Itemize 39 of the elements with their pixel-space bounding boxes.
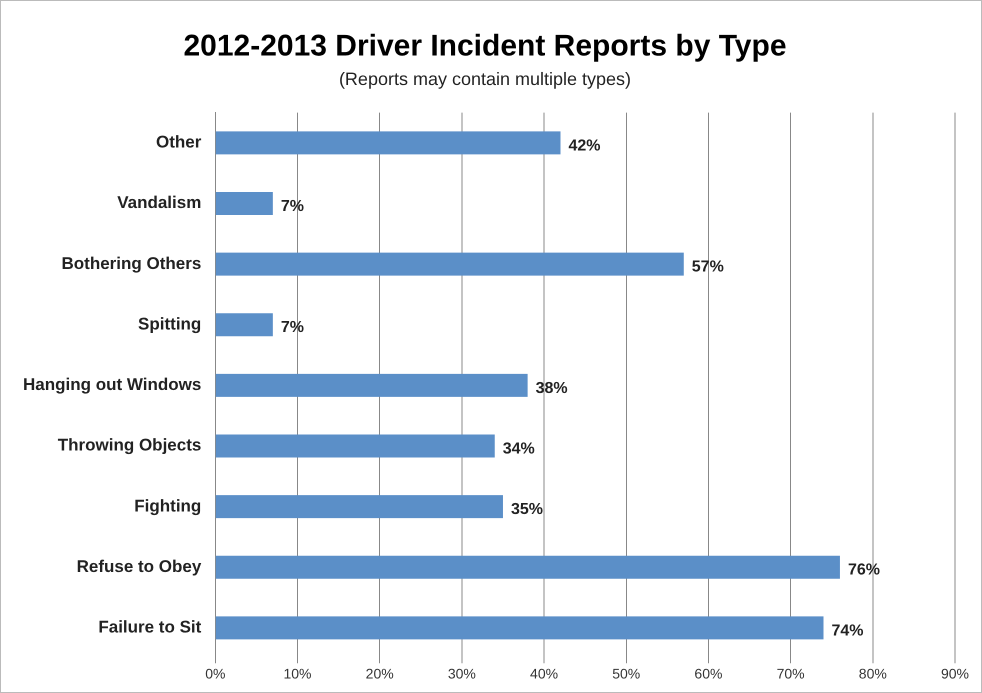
y-tick-label: Throwing Objects <box>58 436 202 455</box>
data-label: 76% <box>848 562 880 579</box>
bar <box>216 556 840 579</box>
x-tick-label: 80% <box>858 665 887 682</box>
y-tick-label: Other <box>156 132 202 152</box>
y-tick-label: Spitting <box>138 314 202 334</box>
x-tick-label: 90% <box>940 665 970 682</box>
bar <box>216 313 273 336</box>
bar <box>216 131 561 154</box>
bar <box>216 374 528 397</box>
chart-title: 2012-2013 Driver Incident Reports by Type <box>183 29 787 62</box>
x-tick-label: 70% <box>776 665 805 682</box>
x-tick-label: 50% <box>612 665 640 682</box>
x-tick-label: 0% <box>205 665 226 682</box>
bar <box>216 616 824 640</box>
x-tick-label: 10% <box>283 665 312 682</box>
data-label: 7% <box>280 319 304 336</box>
bar <box>216 252 684 276</box>
chart-subtitle: (Reports may contain multiple types) <box>338 68 632 89</box>
y-tick-label: Hanging out Windows <box>22 375 202 394</box>
bar <box>216 495 503 518</box>
data-label: 42% <box>568 137 601 154</box>
y-tick-label: Vandalism <box>117 193 202 212</box>
x-tick-label: 60% <box>694 665 722 682</box>
data-label: 7% <box>280 198 304 215</box>
y-tick-label: Fighting <box>134 496 202 516</box>
x-tick-label: 30% <box>448 665 476 682</box>
y-tick-label: Bothering Others <box>62 254 202 273</box>
data-label: 74% <box>832 622 864 640</box>
bar <box>216 434 495 458</box>
x-tick-label: 40% <box>530 665 558 682</box>
bar <box>216 192 273 216</box>
data-label: 38% <box>536 380 568 397</box>
data-label: 34% <box>502 440 535 458</box>
y-tick-label: Refuse to Obey <box>76 556 202 576</box>
x-tick-label: 20% <box>366 665 394 682</box>
data-label: 57% <box>692 258 724 276</box>
data-label: 35% <box>510 501 544 518</box>
y-tick-label: Failure to Sit <box>98 618 202 637</box>
